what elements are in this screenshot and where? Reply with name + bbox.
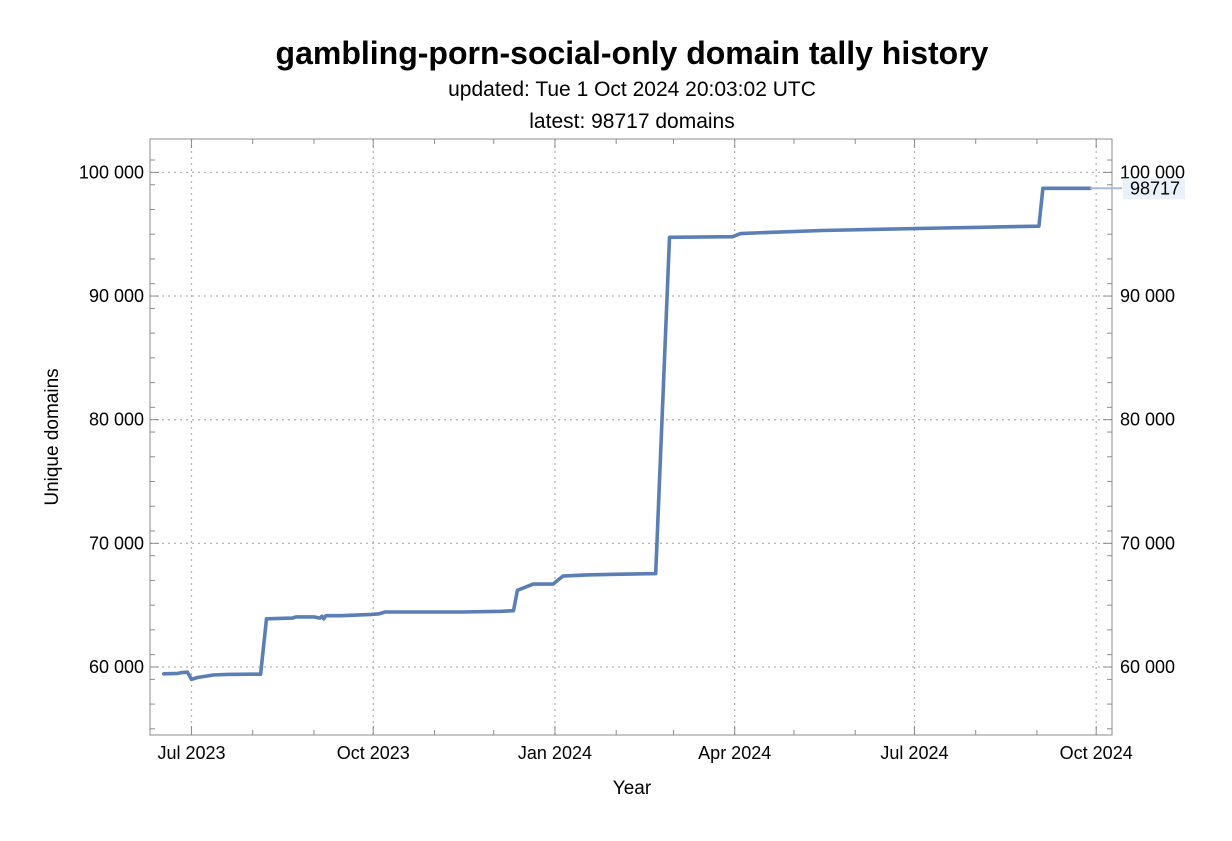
tick-labels: Jul 2023 Oct 2023 Jan 2024 Apr 2024 Jul 2024… <box>79 162 1185 763</box>
series-line-0 <box>162 186 1093 682</box>
y-tick-label-right: 80 000 <box>1120 410 1175 430</box>
y-axis-label: Unique domains <box>42 368 63 505</box>
x-axis-label: Year <box>613 778 652 799</box>
x-tick-label: Jan 2024 <box>518 743 592 763</box>
y-tick-label-left: 70 000 <box>89 533 144 553</box>
axis-ticks <box>150 139 1112 735</box>
latest-value-box <box>1123 178 1185 200</box>
y-tick-label-left: 60 000 <box>89 657 144 677</box>
y-tick-label-right: 60 000 <box>1120 657 1175 677</box>
chart-title: gambling-porn-social-only domain tally h… <box>276 35 989 71</box>
x-tick-label: Oct 2023 <box>337 743 410 763</box>
y-tick-label-right: 100 000 <box>1120 162 1185 182</box>
series-layer <box>162 186 1093 682</box>
x-tick-label: Jul 2023 <box>157 743 225 763</box>
x-tick-label: Jul 2024 <box>880 743 948 763</box>
chart-subtitle-latest: latest: 98717 domains <box>529 110 734 133</box>
y-tick-label-right: 90 000 <box>1120 286 1175 306</box>
y-tick-label-left: 100 000 <box>79 162 144 182</box>
chart-subtitle-updated: updated: Tue 1 Oct 2024 20:03:02 UTC <box>448 78 816 101</box>
y-tick-label-right: 70 000 <box>1120 533 1175 553</box>
x-tick-label: Apr 2024 <box>698 743 771 763</box>
latest-value-label: 98717 <box>1130 178 1180 198</box>
x-tick-label: Oct 2024 <box>1060 743 1133 763</box>
y-tick-label-left: 80 000 <box>89 410 144 430</box>
y-tick-label-left: 90 000 <box>89 286 144 306</box>
latest-value-marker: 98717 <box>1090 178 1185 200</box>
grid <box>150 139 1112 735</box>
plot-frame <box>149 138 1113 736</box>
